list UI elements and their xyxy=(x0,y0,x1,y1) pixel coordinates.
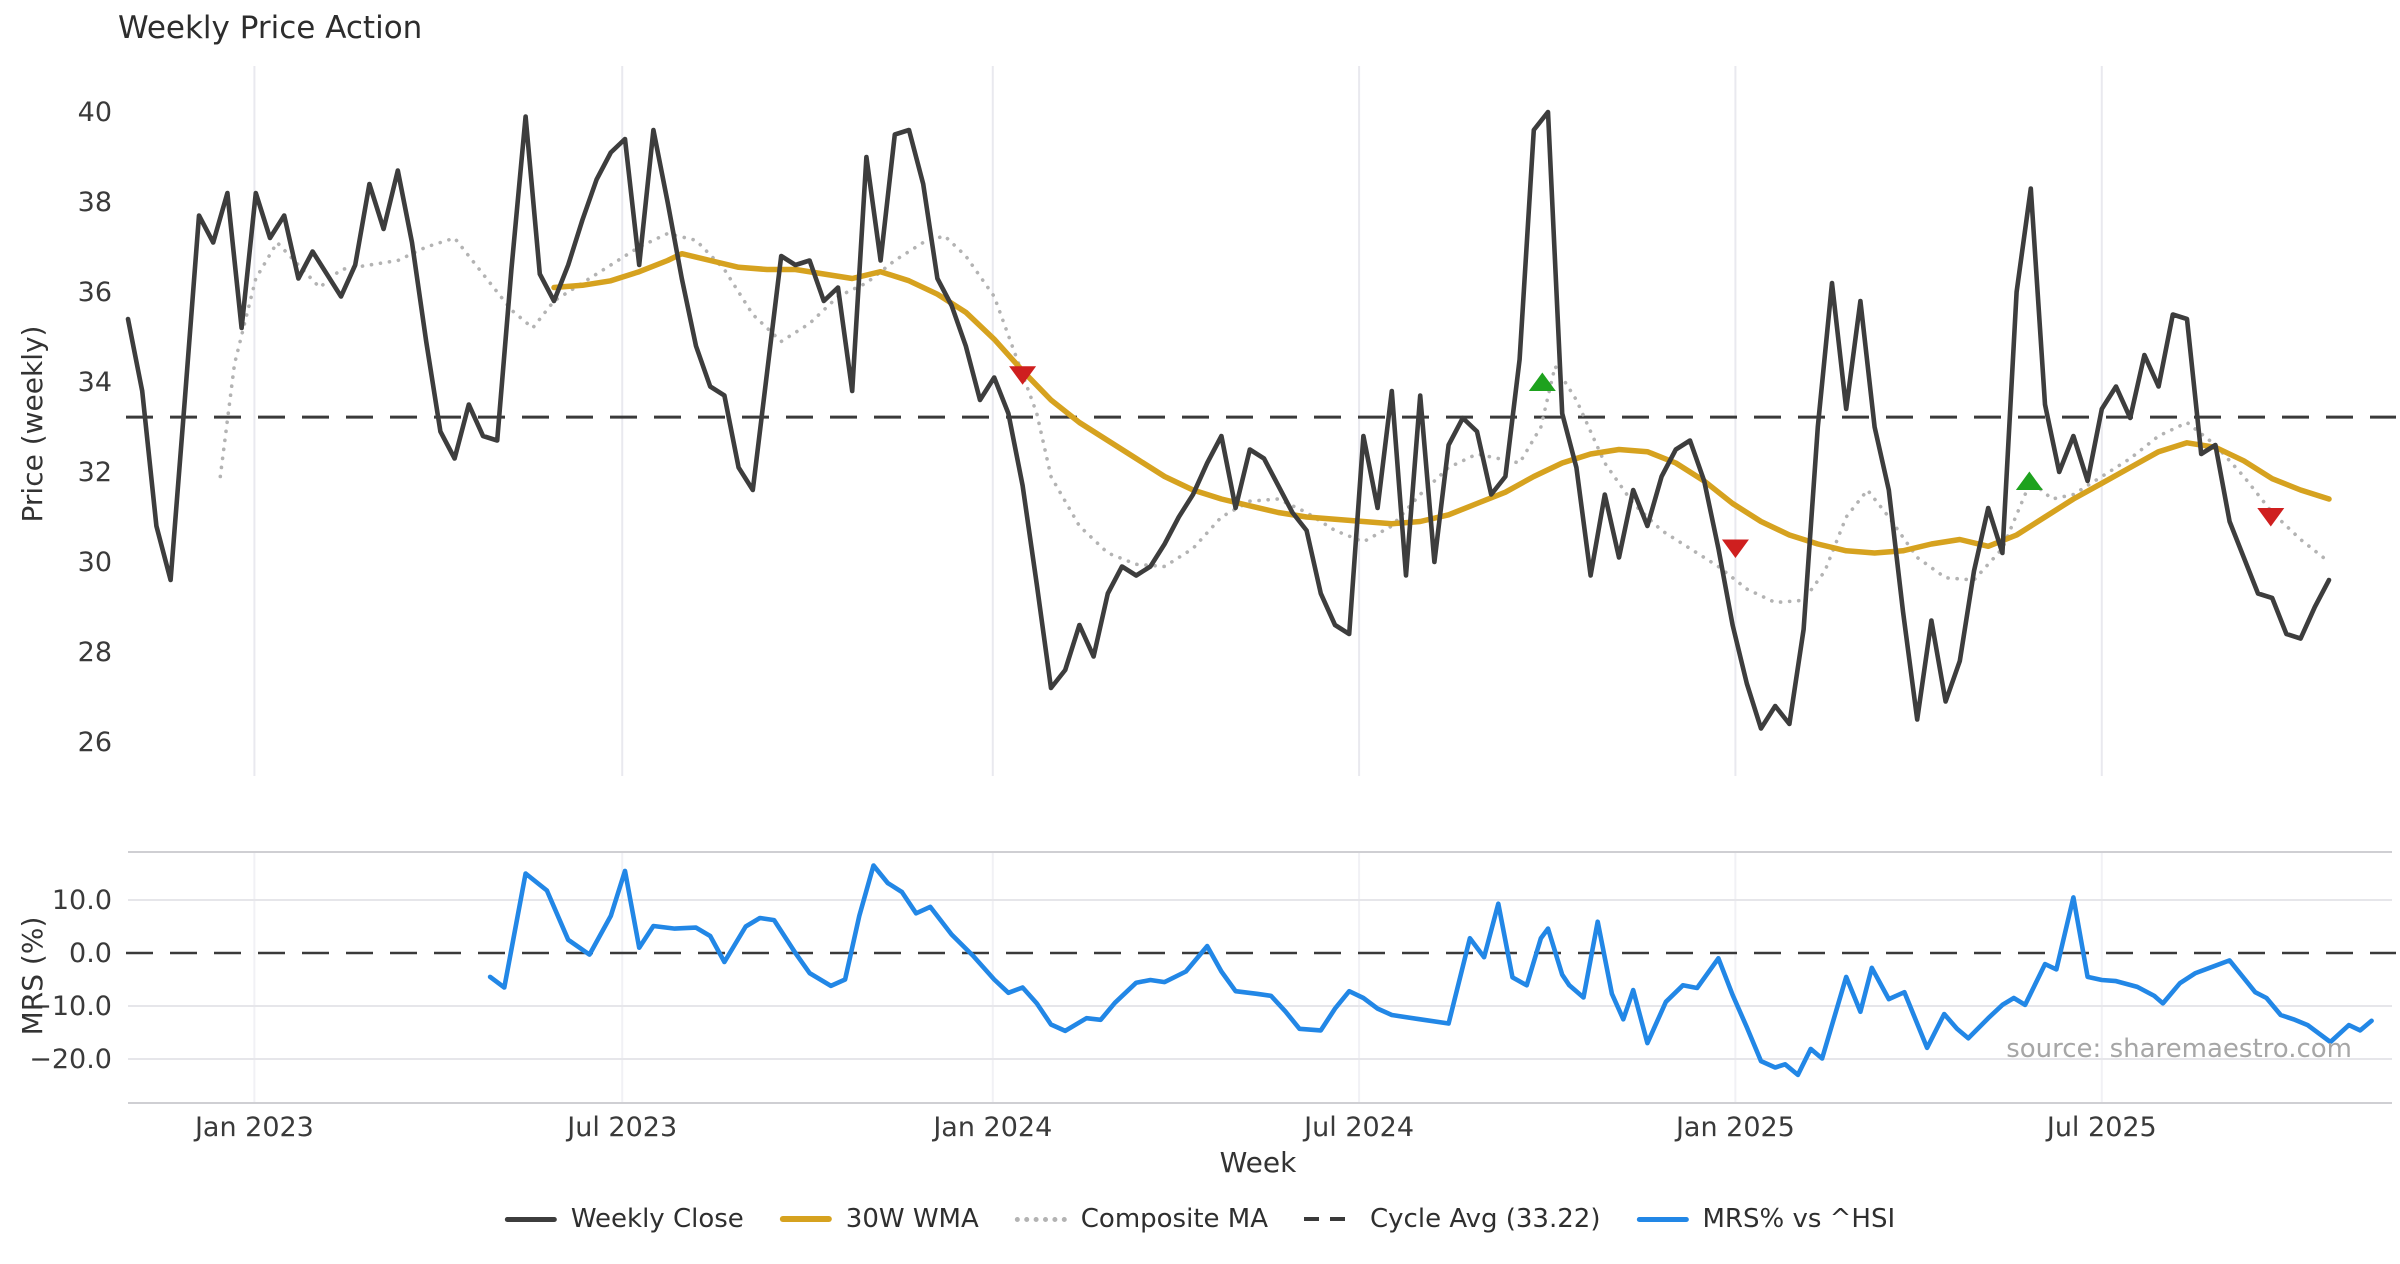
price-tick-label: 32 xyxy=(78,457,112,488)
legend-item-composite-ma: Composite MA xyxy=(1014,1204,1269,1234)
price-tick-label: 30 xyxy=(78,547,112,578)
legend-label: MRS% vs ^HSI xyxy=(1702,1204,1896,1234)
source-note: source: sharemaestro.com xyxy=(2006,1034,2352,1064)
wma-line xyxy=(551,250,2332,556)
weekly-close-line-swatch-icon xyxy=(504,1216,557,1222)
x-tick-label: Jul 2025 xyxy=(2045,1112,2157,1143)
mrs-tick-label: −10.0 xyxy=(29,991,112,1022)
sell-signal-marker-icon xyxy=(1009,366,1037,385)
sell-signal-marker-icon xyxy=(1721,539,1749,558)
price-tick-label: 28 xyxy=(78,637,112,668)
x-tick-label: Jul 2023 xyxy=(565,1112,677,1143)
legend-label: Cycle Avg (33.22) xyxy=(1370,1204,1601,1234)
mrs-tick-label: −20.0 xyxy=(29,1044,112,1075)
price-tick-label: 38 xyxy=(78,187,112,218)
mrs-tick-label: 0.0 xyxy=(69,938,112,969)
x-axis-label: Week xyxy=(1220,1146,1297,1179)
mrs-line-swatch-icon xyxy=(1636,1216,1689,1222)
mrs-tick-label: 10.0 xyxy=(52,885,112,916)
x-tick-label: Jul 2024 xyxy=(1302,1112,1414,1143)
chart-legend: Weekly Close 30W WMA Composite MA Cycle … xyxy=(504,1204,1895,1234)
mrs-line xyxy=(487,863,2374,1078)
legend-label: Composite MA xyxy=(1080,1204,1269,1234)
price-tick-label: 40 xyxy=(78,97,112,128)
x-tick-label: Jan 2025 xyxy=(1674,1112,1795,1143)
legend-item-weekly-close: Weekly Close xyxy=(504,1204,744,1234)
weekly-close-line xyxy=(125,109,2332,731)
legend-label: 30W WMA xyxy=(845,1204,979,1234)
gridlines-layer xyxy=(128,66,2392,1104)
legend-item-30w-wma: 30W WMA xyxy=(779,1204,979,1234)
legend-item-mrs: MRS% vs ^HSI xyxy=(1636,1204,1895,1234)
buy-signal-marker-icon xyxy=(2015,471,2043,490)
legend-item-cycle-avg: Cycle Avg (33.22) xyxy=(1304,1204,1600,1234)
price-axis-label: Price (weekly) xyxy=(16,326,49,523)
wma-line-swatch-icon xyxy=(779,1216,832,1222)
buy-signal-marker-icon xyxy=(1528,372,1556,391)
x-tick-label: Jan 2023 xyxy=(193,1112,314,1143)
price-tick-label: 36 xyxy=(78,277,112,308)
price-tick-label: 26 xyxy=(78,727,112,758)
cycle-avg-dashed-swatch-icon xyxy=(1304,1217,1357,1221)
legend-label: Weekly Close xyxy=(570,1204,744,1234)
chart-title: Weekly Price Action xyxy=(118,10,422,46)
composite-ma-dotted-swatch-icon xyxy=(1014,1216,1067,1222)
x-tick-label: Jan 2024 xyxy=(931,1112,1052,1143)
tick-labels-layer: 40 38 36 34 32 30 28 26 10.0 0.0 −10.0 −20.0 Jan 202… xyxy=(29,97,2156,1143)
sell-signal-marker-icon xyxy=(2257,508,2285,527)
mrs-axis-label: MRS (%) xyxy=(16,917,49,1036)
series-layer xyxy=(125,109,2396,1078)
price-tick-label: 34 xyxy=(78,367,112,398)
